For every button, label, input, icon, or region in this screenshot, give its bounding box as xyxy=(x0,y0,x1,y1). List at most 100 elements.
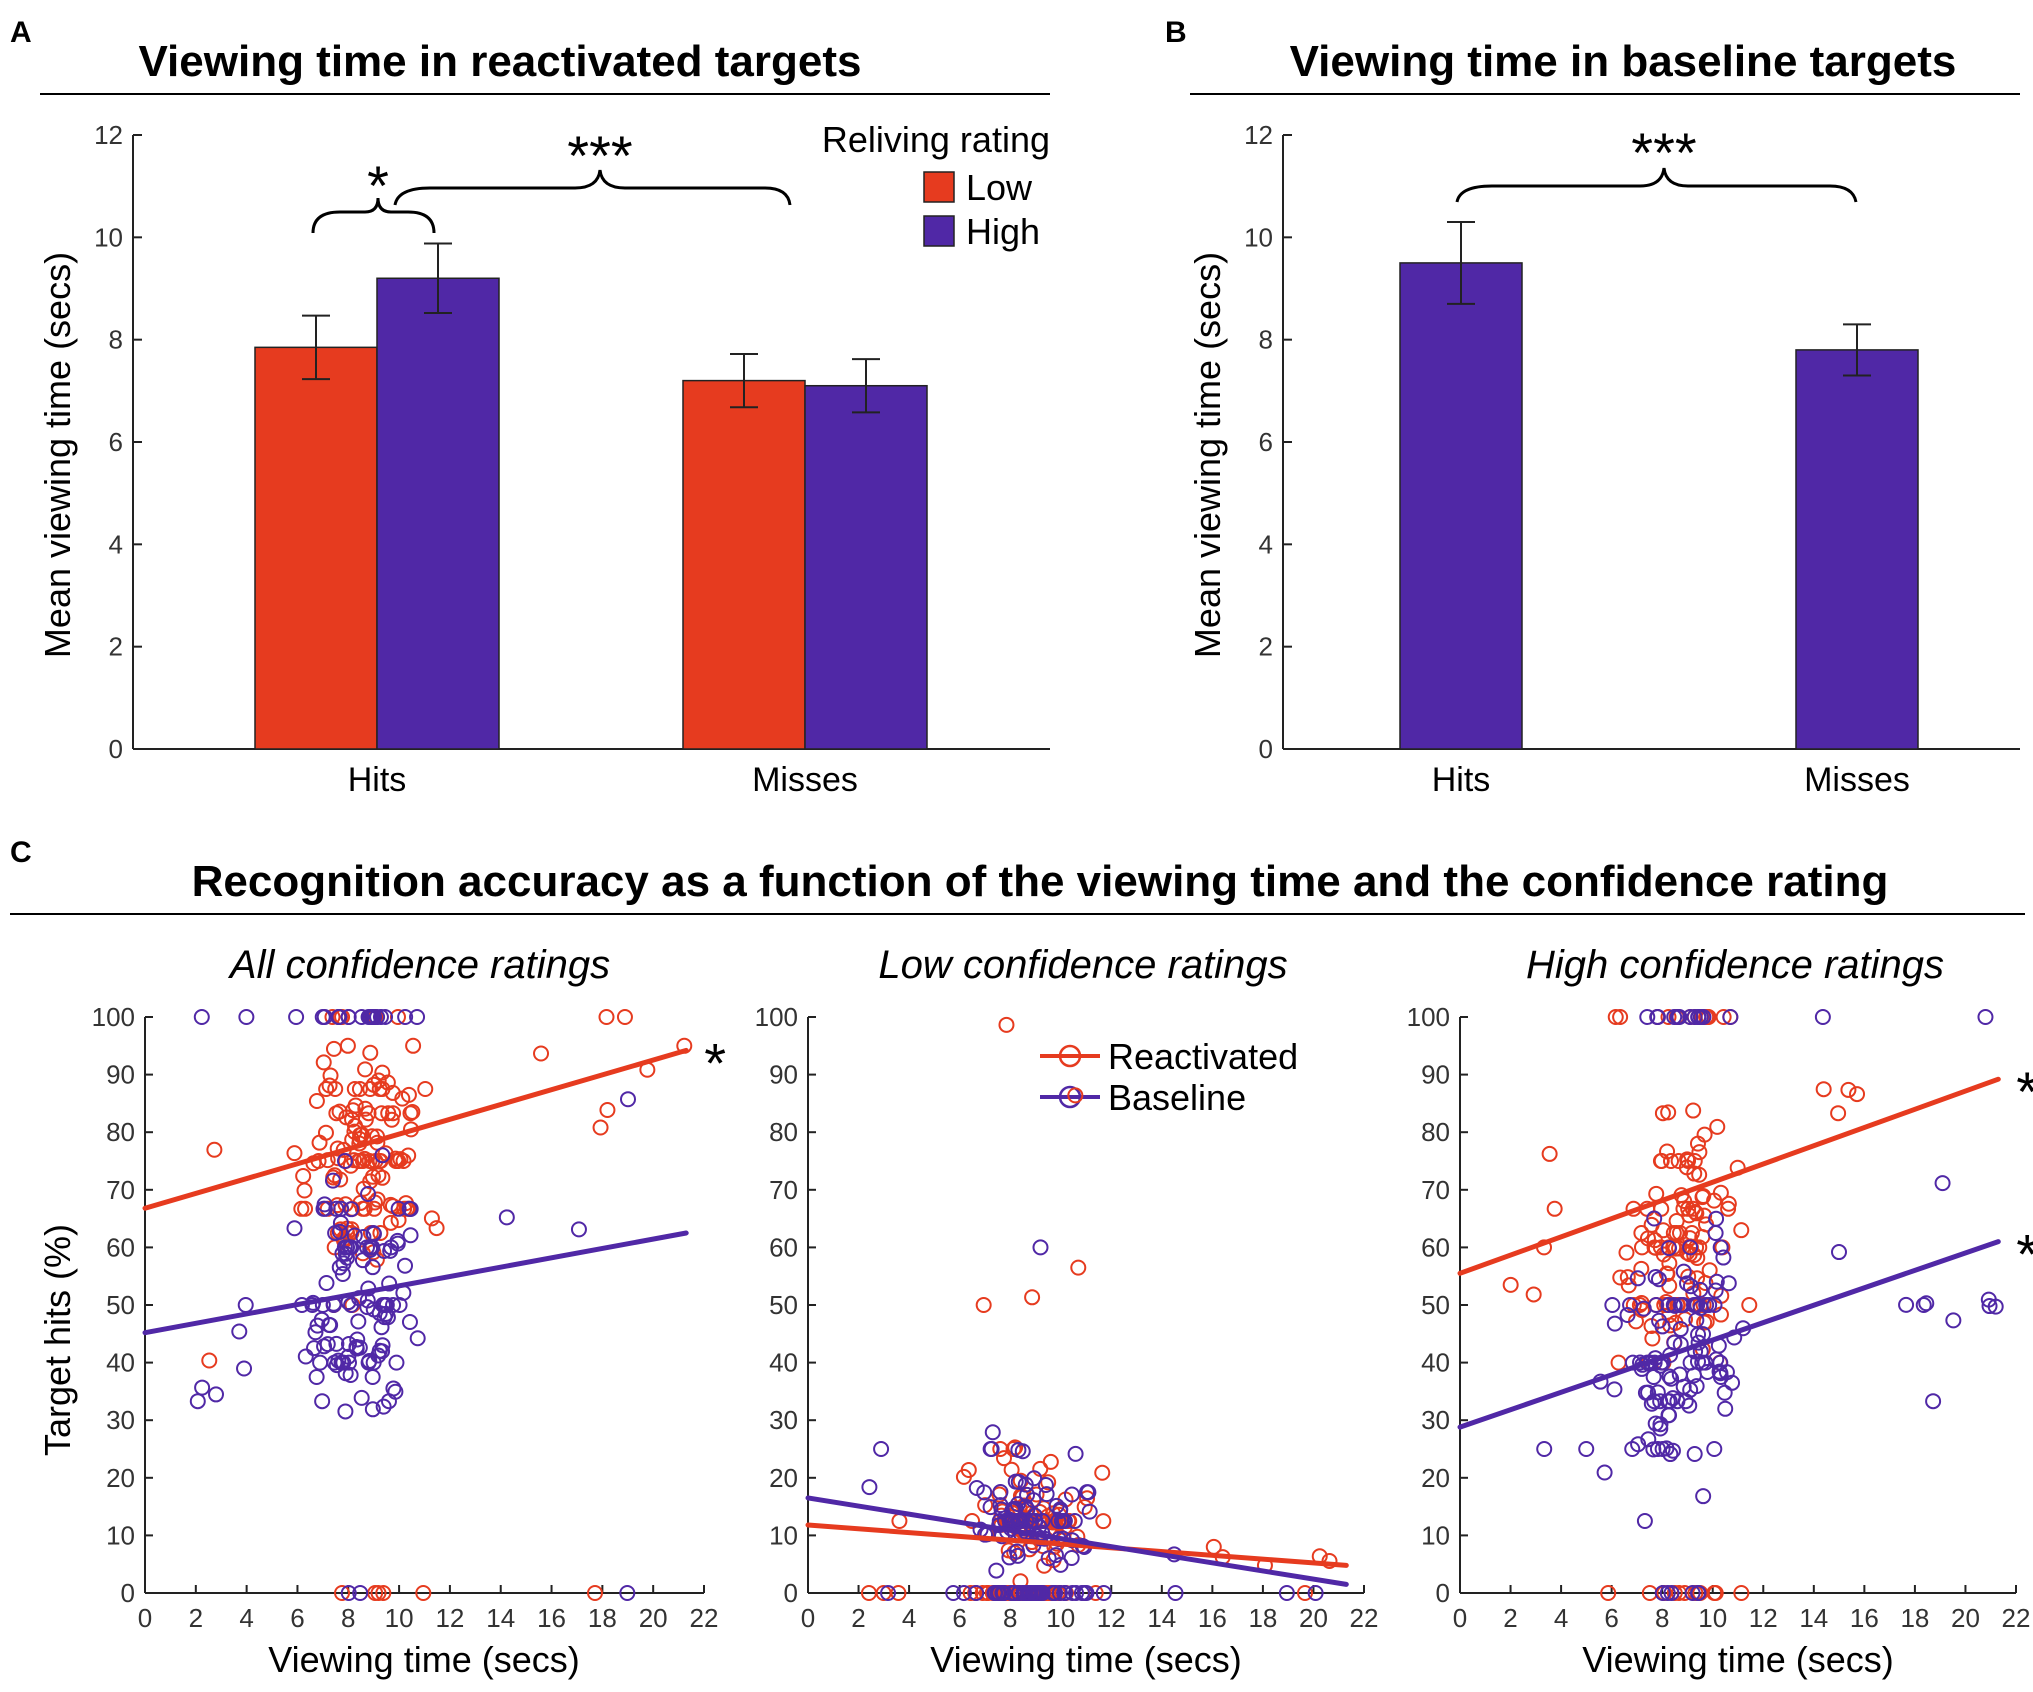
point-baseline xyxy=(1672,1321,1689,1338)
point-baseline xyxy=(1689,1353,1706,1370)
x-tick-label: 14 xyxy=(1799,1603,1828,1633)
point-baseline xyxy=(1675,1263,1692,1280)
bar-high-misses xyxy=(804,384,928,750)
point-baseline xyxy=(1661,1407,1678,1424)
point-baseline xyxy=(1664,1442,1681,1459)
point-reactivated xyxy=(1607,1009,1624,1025)
x-tick-label: 22 xyxy=(1350,1603,1379,1633)
point-baseline xyxy=(1629,1270,1646,1287)
point-baseline xyxy=(1682,1278,1699,1295)
point-baseline xyxy=(409,1330,426,1347)
y-tick-label: 70 xyxy=(769,1175,798,1205)
y-tick-label: 60 xyxy=(1421,1232,1450,1262)
point-reactivated xyxy=(361,1153,378,1169)
point-reactivated xyxy=(1076,1498,1093,1515)
point-baseline xyxy=(1034,1513,1051,1529)
point-baseline xyxy=(1307,1585,1324,1601)
point-reactivated xyxy=(382,1214,399,1231)
point-reactivated xyxy=(1661,1255,1678,1272)
y-tick-label: 40 xyxy=(106,1348,135,1378)
point-reactivated xyxy=(390,1212,407,1229)
bar-low-misses xyxy=(682,379,806,750)
point-reactivated xyxy=(325,1040,342,1057)
point-baseline xyxy=(353,1389,370,1406)
legend-marker-reactivated xyxy=(1058,1044,1082,1068)
point-baseline xyxy=(1639,1009,1656,1025)
panel-b-y-axis-label: Mean viewing time (secs) xyxy=(1187,252,1228,658)
x-tick-label: 18 xyxy=(588,1603,617,1633)
x-tick-label: 6 xyxy=(1604,1603,1618,1633)
point-reactivated xyxy=(379,1074,396,1091)
point-reactivated xyxy=(1680,1200,1697,1217)
point-baseline xyxy=(984,1424,1001,1441)
point-reactivated xyxy=(354,1153,371,1169)
point-reactivated xyxy=(1670,1153,1687,1169)
point-baseline xyxy=(1977,1009,1994,1025)
point-reactivated xyxy=(975,1297,992,1313)
point-reactivated xyxy=(415,1585,432,1601)
y-tick-label: 8 xyxy=(109,325,123,355)
point-reactivated xyxy=(1007,1439,1024,1456)
legend-label-high: High xyxy=(966,211,1040,252)
point-baseline xyxy=(1688,1378,1705,1395)
point-reactivated xyxy=(385,1105,402,1122)
point-reactivated xyxy=(1691,1166,1708,1183)
fit-line-reactivated xyxy=(1457,1076,2001,1276)
point-baseline xyxy=(402,1200,419,1217)
y-tick-label: 0 xyxy=(121,1578,135,1608)
point-baseline xyxy=(324,1172,341,1189)
x-category-label: Misses xyxy=(752,761,858,799)
y-tick-label: 20 xyxy=(1421,1463,1450,1493)
point-reactivated xyxy=(1653,1153,1670,1169)
bracket-hits-misses-a xyxy=(393,169,792,206)
point-baseline xyxy=(1009,1547,1026,1564)
point-baseline xyxy=(193,1009,210,1025)
point-baseline xyxy=(1649,1441,1666,1457)
point-baseline xyxy=(332,1214,349,1231)
point-baseline xyxy=(1047,1547,1064,1564)
x-tick-label: 12 xyxy=(1749,1603,1778,1633)
point-reactivated xyxy=(1733,1585,1750,1601)
point-reactivated xyxy=(1663,1153,1680,1169)
point-reactivated xyxy=(389,1009,406,1025)
y-tick-label: 12 xyxy=(94,120,123,150)
point-baseline xyxy=(409,1009,426,1025)
panel-a-y-axis-label: Mean viewing time (secs) xyxy=(37,252,78,658)
y-tick-label: 60 xyxy=(106,1232,135,1262)
y-tick-label: 100 xyxy=(92,1002,135,1032)
point-reactivated xyxy=(206,1141,223,1158)
y-tick-label: 4 xyxy=(109,529,123,559)
point-baseline xyxy=(1720,1275,1737,1292)
point-baseline xyxy=(1663,1585,1680,1601)
point-baseline xyxy=(322,1317,339,1334)
point-baseline xyxy=(1652,1420,1669,1437)
x-tick-label: 18 xyxy=(1900,1603,1929,1633)
point-reactivated xyxy=(1040,1474,1057,1491)
point-baseline xyxy=(374,1297,391,1313)
point-reactivated xyxy=(1691,1144,1708,1161)
x-tick-label: 4 xyxy=(1554,1603,1568,1633)
point-baseline xyxy=(1650,1271,1667,1288)
point-baseline xyxy=(391,1297,408,1313)
point-baseline xyxy=(1707,1225,1724,1241)
bar-high-hits xyxy=(376,277,500,750)
point-reactivated xyxy=(318,1081,335,1097)
y-tick-label: 50 xyxy=(769,1290,798,1320)
x-tick-label: 18 xyxy=(1248,1603,1277,1633)
panel-c-y-axis-label: Target hits (%) xyxy=(37,1224,78,1456)
point-baseline xyxy=(1066,1513,1083,1529)
x-tick-label: 8 xyxy=(341,1603,355,1633)
point-baseline xyxy=(1645,1441,1662,1458)
y-tick-label: 12 xyxy=(1244,120,1273,150)
chart-marks: 0 2 4 6 8 10 12 Hits Misses 0 2 4 6 8 10 12 Hits Misses 0 1… xyxy=(92,120,2033,1633)
point-baseline xyxy=(1025,1537,1042,1554)
point-baseline xyxy=(1652,1416,1669,1433)
bracket-hits-misses-b xyxy=(1455,167,1858,203)
point-reactivated xyxy=(362,1081,379,1097)
point-baseline xyxy=(1630,1436,1647,1453)
point-reactivated xyxy=(1720,1195,1737,1212)
point-baseline xyxy=(1026,1513,1043,1529)
point-baseline xyxy=(1649,1009,1666,1025)
point-baseline xyxy=(1619,1306,1636,1323)
